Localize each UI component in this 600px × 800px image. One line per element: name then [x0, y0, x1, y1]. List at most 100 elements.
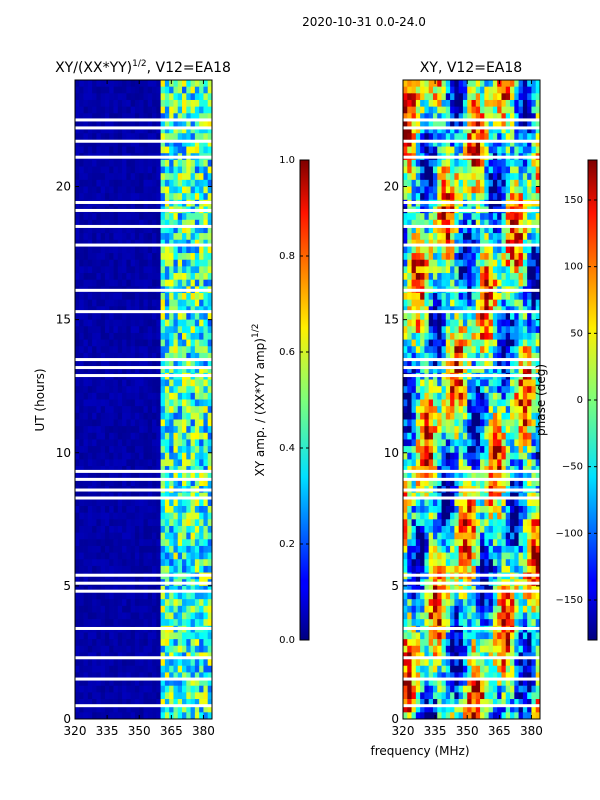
phase-cell [480, 179, 485, 187]
phase-cell [497, 266, 502, 274]
amplitude-cell [152, 319, 157, 327]
amplitude-cell [83, 645, 89, 653]
phase-cell [437, 133, 442, 141]
phase-cell [510, 179, 515, 187]
amplitude-cell [169, 219, 174, 227]
amplitude-cell [190, 379, 196, 387]
phase-cell [522, 279, 528, 287]
amplitude-cell [164, 139, 170, 147]
phase-cell [445, 253, 451, 261]
amplitude-cell [79, 619, 84, 627]
amplitude-cell [173, 446, 179, 454]
phase-cell [445, 439, 451, 447]
phase-cell [518, 312, 524, 321]
amplitude-cell [169, 426, 174, 434]
amplitude-cell [152, 293, 157, 301]
amplitude-cell [139, 126, 144, 134]
amplitude-cell [152, 645, 157, 653]
amplitude-cell [207, 146, 212, 154]
amplitude-cell [169, 645, 174, 653]
phase-cell [492, 219, 498, 227]
phase-cell [428, 279, 434, 287]
amplitude-cell [152, 93, 157, 101]
phase-cell [458, 133, 464, 141]
amplitude-cell [126, 665, 132, 673]
amplitude-cell [100, 659, 106, 667]
amplitude-cell [109, 106, 114, 114]
phase-cell [454, 379, 460, 387]
amplitude-cell [75, 605, 80, 613]
phase-cell [458, 326, 464, 334]
amplitude-cell [134, 166, 140, 174]
phase-cell [475, 366, 481, 374]
amplitude-cell [177, 585, 183, 593]
amplitude-cell [100, 166, 106, 174]
phase-cell [428, 233, 434, 241]
phase-cell [458, 379, 464, 387]
amplitude-colorbar-gradient [299, 159, 310, 641]
phase-cell [428, 299, 434, 307]
amplitude-cell [164, 632, 170, 640]
phase-cell [450, 106, 455, 114]
amplitude-cell [100, 585, 106, 593]
phase-cell [492, 386, 498, 394]
phase-cell [497, 446, 502, 454]
amplitude-cell [207, 173, 212, 181]
amplitude-cell [92, 233, 97, 241]
phase-cell [527, 119, 532, 127]
phase-cell [484, 306, 490, 314]
amplitude-cell [177, 246, 183, 254]
phase-cell [428, 253, 434, 261]
amplitude-cell [190, 619, 196, 627]
amplitude-cell [75, 512, 80, 520]
amplitude-cell [122, 106, 127, 114]
amplitude-cell [139, 86, 144, 94]
amplitude-cell [92, 492, 97, 500]
amplitude-cell [182, 239, 187, 247]
phase-cell [437, 80, 442, 88]
phase-cell [467, 459, 472, 467]
amplitude-cell [156, 672, 162, 680]
amplitude-cell [173, 246, 179, 254]
amplitude-cell [87, 599, 93, 607]
amplitude-cell [92, 299, 97, 307]
amplitude-cell [186, 133, 191, 141]
phase-cell [492, 392, 498, 400]
amplitude-cell [203, 685, 209, 693]
amplitude-cell [182, 266, 187, 274]
phase-cell [428, 80, 434, 88]
amplitude-cell [92, 419, 97, 427]
phase-cell [450, 426, 455, 434]
amplitude-cell [134, 472, 140, 480]
amplitude-cell [79, 86, 84, 94]
phase-cell [450, 266, 455, 274]
phase-cell [415, 366, 421, 374]
phase-cell [475, 339, 481, 347]
phase-cell [454, 113, 460, 121]
phase-cell [522, 359, 528, 367]
amplitude-cell [92, 352, 97, 360]
amplitude-cell [203, 672, 209, 680]
amplitude-cell [134, 592, 140, 600]
amplitude-cell [160, 93, 166, 101]
amplitude-cell [104, 645, 110, 653]
amplitude-cell [87, 312, 93, 321]
phase-cell [484, 159, 490, 167]
phase-cell [450, 219, 455, 227]
phase-cell [420, 239, 425, 247]
amplitude-cell [190, 352, 196, 360]
amplitude-cell [122, 672, 127, 680]
amplitude-cell [126, 159, 132, 167]
amplitude-cell [182, 159, 187, 167]
amplitude-cell [143, 239, 149, 247]
amplitude-cell [104, 426, 110, 434]
phase-cell [535, 312, 540, 321]
phase-cell [527, 193, 532, 201]
phase-cell [432, 293, 438, 301]
phase-cell [492, 106, 498, 114]
phase-cell [475, 266, 481, 274]
phase-cell [450, 126, 455, 134]
phase-cell [445, 159, 451, 167]
phase-cell [415, 326, 421, 334]
amplitude-cell [156, 645, 162, 653]
